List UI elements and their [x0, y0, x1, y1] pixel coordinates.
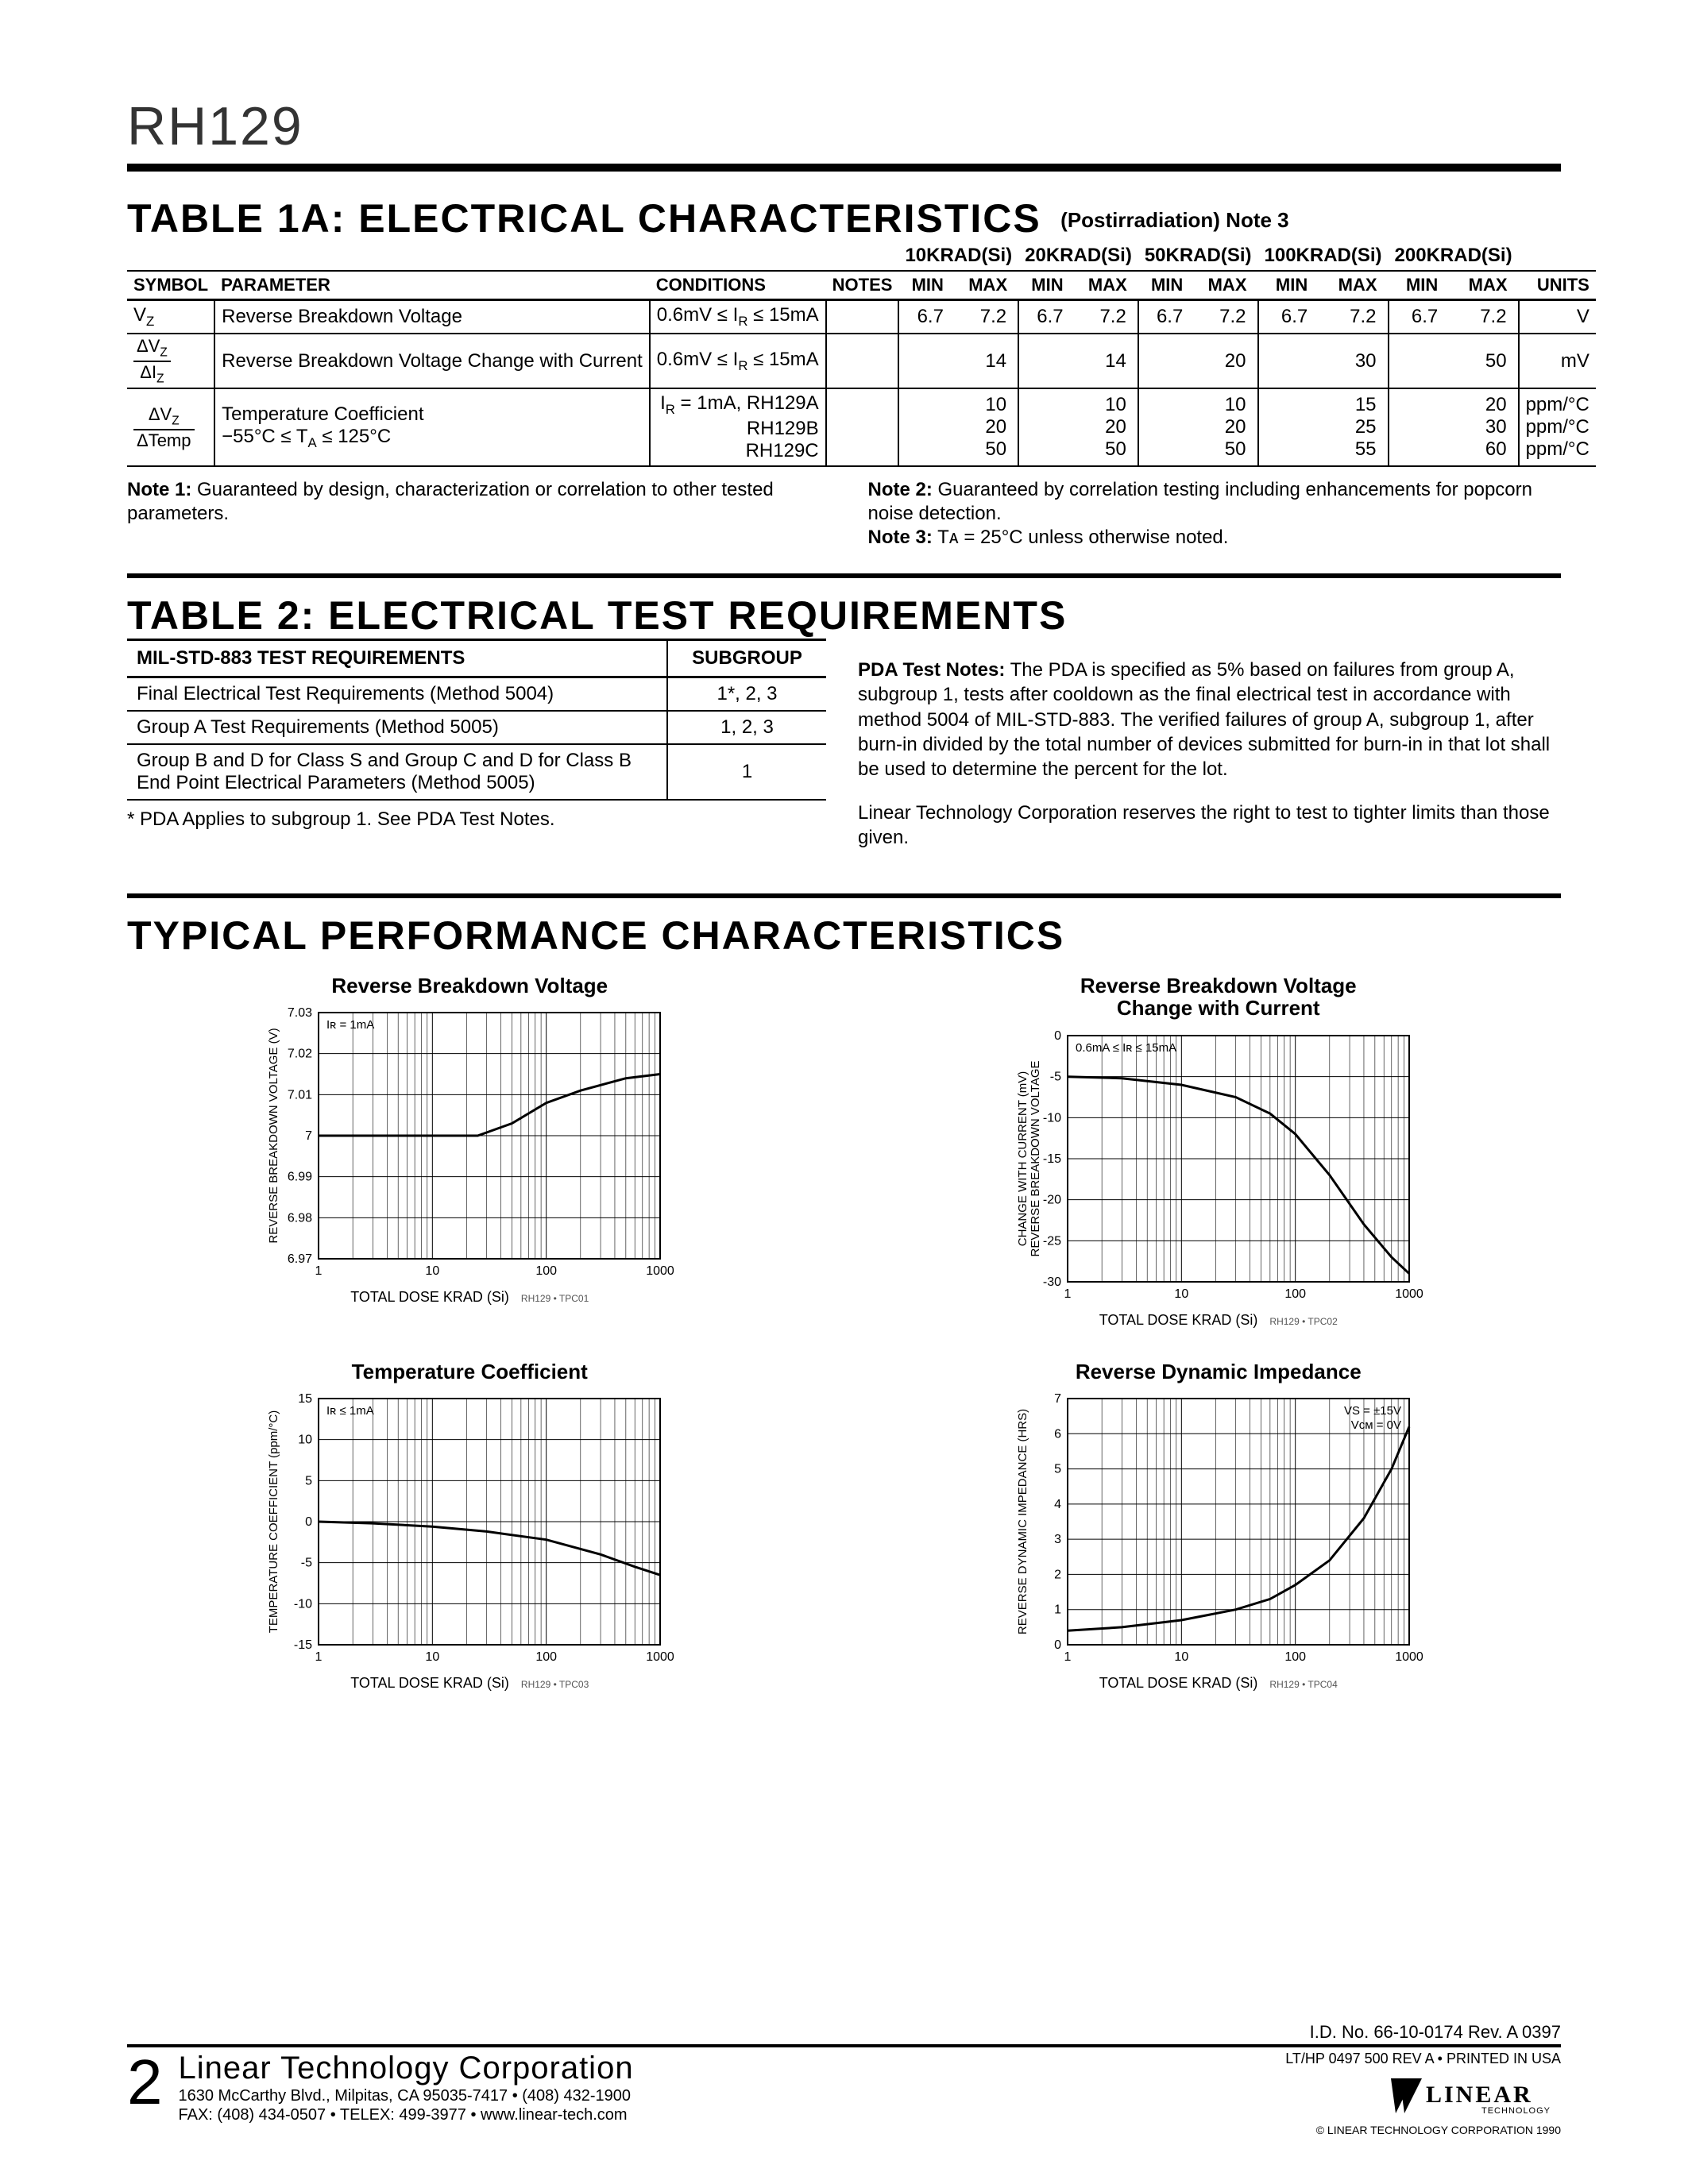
svg-text:10: 10 [1174, 1650, 1188, 1664]
svg-text:3: 3 [1054, 1533, 1061, 1546]
svg-text:6: 6 [1054, 1428, 1061, 1441]
svg-text:Iʀ = 1mA: Iʀ = 1mA [326, 1018, 374, 1032]
svg-text:10: 10 [426, 1650, 440, 1664]
svg-text:7: 7 [305, 1129, 312, 1143]
svg-text:-10: -10 [1043, 1111, 1061, 1125]
table2-side-notes: PDA Test Notes: The PDA is specified as … [858, 639, 1561, 869]
svg-text:5: 5 [305, 1475, 312, 1488]
svg-text:-5: -5 [301, 1557, 312, 1570]
svg-text:6.97: 6.97 [288, 1252, 312, 1266]
svg-text:7: 7 [1054, 1392, 1061, 1406]
svg-text:1000: 1000 [646, 1264, 674, 1278]
svg-text:5: 5 [1054, 1463, 1061, 1476]
chart-xlabel: TOTAL DOSE KRAD (Si) RH129 • TPC04 [876, 1675, 1562, 1692]
svg-text:6.98: 6.98 [288, 1211, 312, 1225]
svg-text:100: 100 [536, 1264, 558, 1278]
svg-text:100: 100 [1284, 1287, 1306, 1301]
svg-text:CHANGE WITH CURRENT (mV): CHANGE WITH CURRENT (mV) [1016, 1071, 1029, 1246]
svg-text:6.99: 6.99 [288, 1171, 312, 1184]
note1: Note 1: Guaranteed by design, characteri… [127, 478, 821, 526]
linear-logo-icon: LINEAR TECHNOLOGY [1386, 2072, 1561, 2120]
svg-text:-10: -10 [294, 1598, 312, 1611]
svg-text:Iʀ ≤ 1mA: Iʀ ≤ 1mA [326, 1404, 374, 1418]
svg-text:1: 1 [315, 1264, 323, 1278]
svg-text:REVERSE BREAKDOWN VOLTAGE (V): REVERSE BREAKDOWN VOLTAGE (V) [267, 1028, 280, 1244]
svg-text:-25: -25 [1043, 1234, 1061, 1248]
table2-title: TABLE 2: ELECTRICAL TEST REQUIREMENTS [127, 592, 1067, 639]
footer-addr2: FAX: (408) 434-0507 • TELEX: 499-3977 • … [179, 2105, 1286, 2124]
chart-xlabel: TOTAL DOSE KRAD (Si) RH129 • TPC03 [127, 1675, 813, 1692]
svg-text:100: 100 [536, 1650, 558, 1664]
note2: Note 2: Guaranteed by correlation testin… [868, 478, 1562, 526]
note3: Note 3: Tᴀ = 25°C unless otherwise noted… [868, 526, 1562, 550]
chart: Reverse Dynamic Impedance110100100001234… [876, 1360, 1562, 1692]
id-line: I.D. No. 66-10-0174 Rev. A 0397 [127, 2022, 1561, 2043]
svg-text:2: 2 [1054, 1569, 1061, 1582]
svg-text:10: 10 [1174, 1287, 1188, 1301]
chart: Temperature Coefficient1101001000-15-10-… [127, 1360, 813, 1692]
svg-text:1000: 1000 [646, 1650, 674, 1664]
chart-title: Temperature Coefficient [127, 1360, 813, 1383]
svg-text:0.6mA ≤ Iʀ ≤ 15mA: 0.6mA ≤ Iʀ ≤ 15mA [1076, 1041, 1176, 1055]
svg-text:1000: 1000 [1395, 1287, 1423, 1301]
svg-text:0: 0 [305, 1515, 312, 1529]
svg-text:-20: -20 [1043, 1193, 1061, 1206]
table1a-subtitle: (Postirradiation) Note 3 [1060, 208, 1288, 233]
page-number: 2 [127, 2051, 163, 2114]
svg-text:10: 10 [426, 1264, 440, 1278]
svg-text:-30: -30 [1043, 1275, 1061, 1289]
svg-text:1: 1 [315, 1650, 323, 1664]
svg-text:TEMPERATURE COEFFICIENT (ppm/°: TEMPERATURE COEFFICIENT (ppm/°C) [267, 1410, 280, 1633]
charts-grid: Reverse Breakdown Voltage11010010006.976… [127, 974, 1561, 1692]
chart-title: Reverse Breakdown VoltageChange with Cur… [876, 974, 1562, 1020]
svg-text:0: 0 [1054, 1029, 1061, 1043]
table2: MIL-STD-883 TEST REQUIREMENTSSUBGROUPFin… [127, 639, 826, 801]
rule [127, 573, 1561, 578]
chart: Reverse Breakdown Voltage 1 10 100 1000 6.97 6… [127, 974, 813, 1329]
part-number: RH129 [127, 95, 1561, 157]
svg-text:REVERSE DYNAMIC IMPEDANCE (HRS: REVERSE DYNAMIC IMPEDANCE (HRS) [1016, 1409, 1029, 1634]
svg-text:1: 1 [1064, 1287, 1071, 1301]
rule [127, 893, 1561, 898]
typical-title: TYPICAL PERFORMANCE CHARACTERISTICS [127, 913, 1064, 959]
svg-text:15: 15 [298, 1392, 312, 1406]
svg-text:7.02: 7.02 [288, 1048, 312, 1061]
footer-addr1: 1630 McCarthy Blvd., Milpitas, CA 95035-… [179, 2086, 1286, 2105]
svg-text:1000: 1000 [1395, 1650, 1423, 1664]
footer: I.D. No. 66-10-0174 Rev. A 0397 2 Linear… [127, 2022, 1561, 2136]
svg-text:10: 10 [298, 1433, 312, 1447]
svg-text:LINEAR: LINEAR [1426, 2082, 1533, 2108]
footer-right2: © LINEAR TECHNOLOGY CORPORATION 1990 [1285, 2124, 1561, 2136]
chart-xlabel: TOTAL DOSE KRAD (Si) RH129 • TPC01 [127, 1289, 813, 1306]
chart-xlabel: TOTAL DOSE KRAD (Si) RH129 • TPC02 [876, 1312, 1562, 1329]
table1a-notes: Note 1: Guaranteed by design, characteri… [127, 478, 1561, 550]
table2-footnote: * PDA Applies to subgroup 1. See PDA Tes… [127, 808, 826, 831]
svg-text:-15: -15 [294, 1638, 312, 1652]
svg-text:REVERSE BREAKDOWN VOLTAGE: REVERSE BREAKDOWN VOLTAGE [1029, 1060, 1042, 1256]
svg-text:-15: -15 [1043, 1152, 1061, 1166]
table1a-title: TABLE 1A: ELECTRICAL CHARACTERISTICS [127, 195, 1041, 241]
chart: Reverse Breakdown VoltageChange with Cur… [876, 974, 1562, 1329]
svg-text:Vᴄᴍ = 0V: Vᴄᴍ = 0V [1350, 1418, 1400, 1432]
table1a: 10KRAD(Si)20KRAD(Si)50KRAD(Si)100KRAD(Si… [127, 241, 1596, 467]
table1a-heading: TABLE 1A: ELECTRICAL CHARACTERISTICS (Po… [127, 195, 1561, 241]
svg-text:1: 1 [1064, 1650, 1071, 1664]
svg-text:TECHNOLOGY: TECHNOLOGY [1481, 2106, 1551, 2116]
svg-text:7.01: 7.01 [288, 1088, 312, 1102]
footer-company: Linear Technology Corporation [179, 2051, 1286, 2086]
svg-text:100: 100 [1284, 1650, 1306, 1664]
svg-text:VS = ±15V: VS = ±15V [1344, 1404, 1401, 1418]
chart-title: Reverse Breakdown Voltage [127, 974, 813, 997]
svg-text:4: 4 [1054, 1498, 1061, 1511]
svg-text:0: 0 [1054, 1638, 1061, 1652]
rule [127, 164, 1561, 172]
chart-title: Reverse Dynamic Impedance [876, 1360, 1562, 1383]
svg-text:7.03: 7.03 [288, 1006, 312, 1020]
footer-right1: LT/HP 0497 500 REV A • PRINTED IN USA [1285, 2051, 1561, 2067]
svg-text:-5: -5 [1050, 1070, 1061, 1083]
svg-text:1: 1 [1054, 1603, 1061, 1617]
